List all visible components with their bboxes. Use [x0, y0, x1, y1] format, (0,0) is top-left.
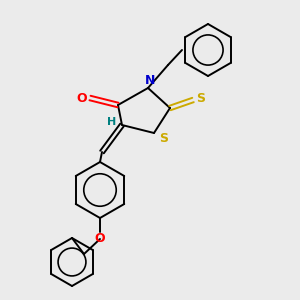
Text: O: O — [77, 92, 87, 104]
Text: S: S — [160, 131, 169, 145]
Text: S: S — [196, 92, 206, 106]
Text: O: O — [95, 232, 105, 245]
Text: N: N — [145, 74, 155, 86]
Text: H: H — [107, 117, 117, 127]
